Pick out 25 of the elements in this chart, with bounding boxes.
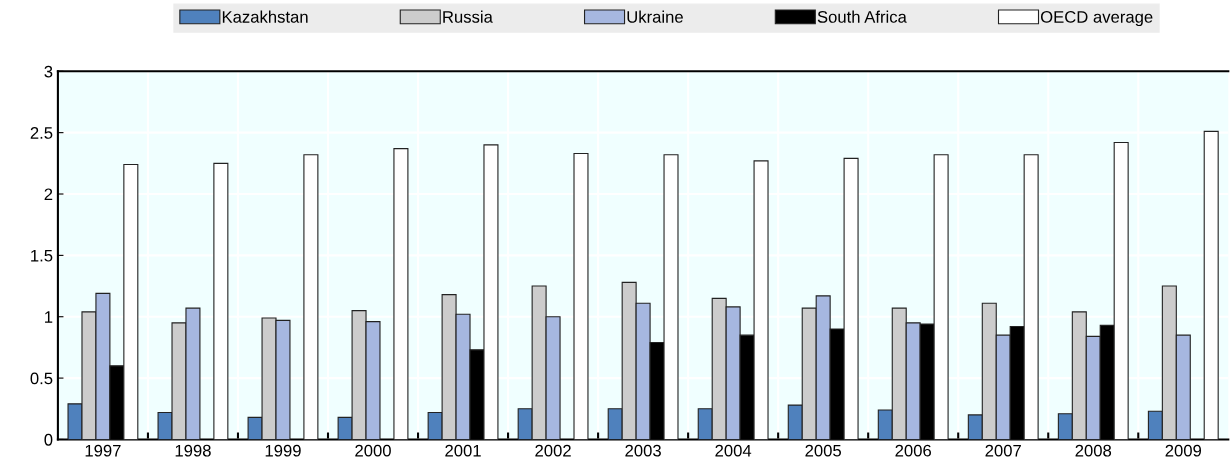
x-tick-label: 2006 <box>895 444 931 457</box>
x-tick-label: 2008 <box>1075 444 1112 457</box>
x-tick-label: 2003 <box>625 444 661 457</box>
x-tick-label: 2005 <box>805 444 842 457</box>
legend-label: OECD average <box>1040 11 1153 27</box>
y-tick-label: 0.5 <box>30 372 53 385</box>
y-tick-label: 0 <box>44 433 53 446</box>
x-tick-label: 2001 <box>445 444 481 457</box>
x-tick-label: 2002 <box>535 444 571 457</box>
x-tick-label: 2000 <box>355 444 391 457</box>
x-tick-label: 2007 <box>985 444 1021 457</box>
legend-label: Ukraine <box>627 10 683 23</box>
y-tick-label: 2 <box>44 188 53 201</box>
x-tick-label: 1998 <box>175 444 211 457</box>
x-tick-label: 1999 <box>265 444 301 457</box>
legend-label: South Africa <box>817 10 907 23</box>
y-tick-label: 1.5 <box>31 249 53 262</box>
legend-label: Russia <box>443 10 493 23</box>
x-tick-label: 2009 <box>1165 444 1202 457</box>
x-tick-label: 1997 <box>85 444 121 457</box>
y-tick-label: 2.5 <box>30 127 53 139</box>
y-tick-label: 3 <box>44 65 53 78</box>
legend-label: Kazakhstan <box>222 10 308 23</box>
y-tick-label: 1 <box>45 311 53 323</box>
x-tick-label: 2004 <box>715 444 752 457</box>
